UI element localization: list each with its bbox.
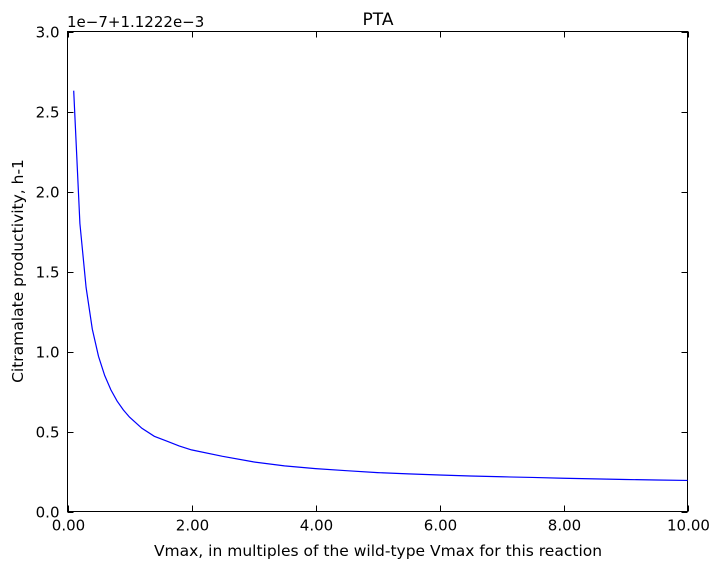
x-tick-label: 8.00 [548,517,581,535]
y-axis-label: Citramalate productivity, h-1 [9,159,27,383]
x-tick-labels: 0.00 2.00 4.00 6.00 8.00 10.00 [52,517,710,535]
y-tick-label: 0.0 [36,504,60,522]
y-tick-label: 2.5 [36,104,60,122]
x-tick-label: 6.00 [424,517,457,535]
y-tick-labels: 0.0 0.5 1.0 1.5 2.0 2.5 3.0 [36,24,60,522]
x-tick-label: 10.00 [667,517,710,535]
axis-ticks [67,31,689,513]
y-tick-label: 3.0 [36,24,60,42]
y-tick-label: 1.0 [36,344,60,362]
y-tick-label: 1.5 [36,264,60,282]
chart-title: PTA [363,10,394,30]
x-axis-label: Vmax, in multiples of the wild-type Vmax… [154,542,602,560]
plot-frame [67,31,688,512]
x-tick-label: 4.00 [300,517,333,535]
x-tick-label: 0.00 [52,517,85,535]
y-tick-label: 2.0 [36,184,60,202]
series-line [73,90,688,482]
y-offset-text: 1e−7+1.1222e−3 [67,13,204,31]
x-tick-label: 2.00 [176,517,209,535]
y-tick-label: 0.5 [36,424,60,442]
